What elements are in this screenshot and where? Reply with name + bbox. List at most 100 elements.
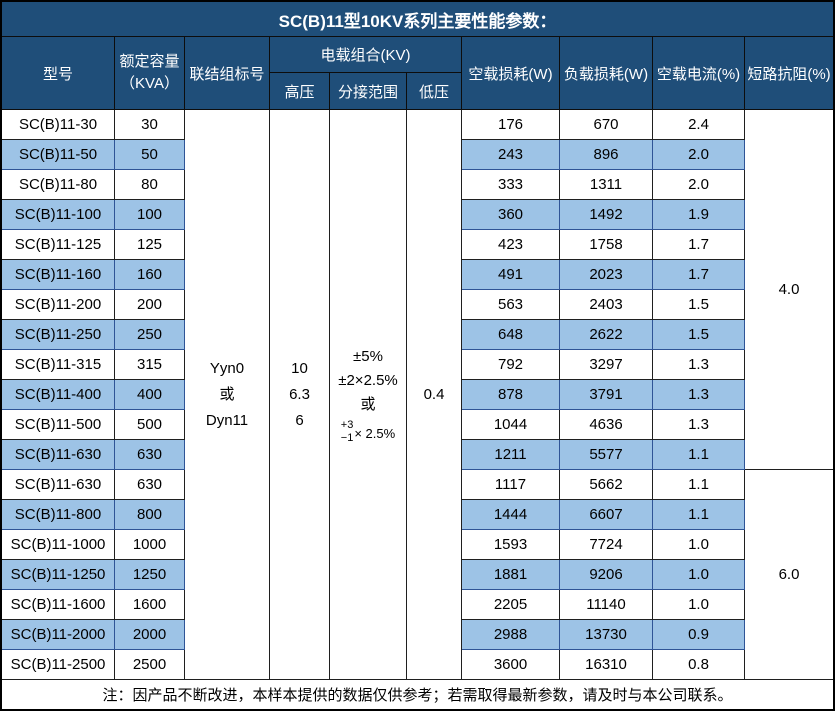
cell-model: SC(B)11-1600 — [2, 590, 115, 620]
cell-no-load-current: 0.9 — [653, 620, 745, 650]
cell-model: SC(B)11-630 — [2, 440, 115, 470]
cell-no-load-loss: 423 — [462, 230, 560, 260]
cell-model: SC(B)11-30 — [2, 110, 115, 140]
cell-model: SC(B)11-160 — [2, 260, 115, 290]
connection-line: 或 — [219, 385, 235, 403]
impedance-group2-cell: 6.0 — [745, 470, 833, 680]
cell-load-loss: 5662 — [560, 470, 653, 500]
cell-no-load-loss: 360 — [462, 200, 560, 230]
table-title: SC(B)11型10KV系列主要性能参数： — [2, 2, 833, 37]
cell-capacity: 630 — [115, 440, 185, 470]
cell-no-load-loss: 1881 — [462, 560, 560, 590]
cell-capacity: 1600 — [115, 590, 185, 620]
cell-no-load-current: 1.5 — [653, 290, 745, 320]
cell-capacity: 800 — [115, 500, 185, 530]
cell-capacity: 125 — [115, 230, 185, 260]
header-no-load-current: 空载电流(%) — [653, 37, 745, 110]
tap-fraction: +3 −1 × 2.5% — [341, 419, 395, 445]
cell-no-load-current: 1.0 — [653, 590, 745, 620]
header-load-loss: 负载损耗(W) — [560, 37, 653, 110]
cell-no-load-current: 1.5 — [653, 320, 745, 350]
cell-model: SC(B)11-200 — [2, 290, 115, 320]
cell-no-load-current: 1.9 — [653, 200, 745, 230]
cell-no-load-current: 0.8 — [653, 650, 745, 680]
cell-model: SC(B)11-400 — [2, 380, 115, 410]
header-no-load-loss: 空载损耗(W) — [462, 37, 560, 110]
cell-capacity: 500 — [115, 410, 185, 440]
tap-fraction-suffix: × 2.5% — [354, 426, 396, 441]
cell-load-loss: 1758 — [560, 230, 653, 260]
header-hv: 高压 — [270, 73, 330, 110]
cell-capacity: 80 — [115, 170, 185, 200]
tap-line: ±5% — [353, 347, 383, 365]
cell-no-load-current: 2.0 — [653, 140, 745, 170]
tap-fraction-top: +3 — [340, 418, 354, 431]
header-model: 型号 — [2, 37, 115, 110]
cell-model: SC(B)11-500 — [2, 410, 115, 440]
cell-no-load-current: 2.4 — [653, 110, 745, 140]
cell-no-load-current: 1.3 — [653, 380, 745, 410]
cell-no-load-loss: 243 — [462, 140, 560, 170]
cell-load-loss: 16310 — [560, 650, 653, 680]
cell-no-load-current: 1.1 — [653, 500, 745, 530]
cell-no-load-current: 1.7 — [653, 260, 745, 290]
connection-line: Dyn11 — [205, 411, 249, 429]
cell-model: SC(B)11-125 — [2, 230, 115, 260]
cell-capacity: 200 — [115, 290, 185, 320]
cell-no-load-loss: 2988 — [462, 620, 560, 650]
cell-no-load-loss: 3600 — [462, 650, 560, 680]
cell-load-loss: 3791 — [560, 380, 653, 410]
connection-line: Yyn0 — [209, 359, 245, 377]
hv-line: 6.3 — [289, 385, 310, 403]
cell-no-load-current: 1.0 — [653, 530, 745, 560]
cell-load-loss: 2023 — [560, 260, 653, 290]
cell-model: SC(B)11-315 — [2, 350, 115, 380]
cell-no-load-current: 1.3 — [653, 410, 745, 440]
cell-model: SC(B)11-630 — [2, 470, 115, 500]
cell-model: SC(B)11-2000 — [2, 620, 115, 650]
header-capacity: 额定容量 （KVA） — [115, 37, 185, 110]
tap-range-merged-cell: ±5% ±2×2.5% 或 +3 −1 × 2.5% — [330, 110, 407, 680]
cell-no-load-loss: 1211 — [462, 440, 560, 470]
cell-no-load-current: 1.1 — [653, 470, 745, 500]
cell-capacity: 2000 — [115, 620, 185, 650]
cell-load-loss: 1311 — [560, 170, 653, 200]
cell-no-load-current: 1.7 — [653, 230, 745, 260]
cell-no-load-current: 1.0 — [653, 560, 745, 590]
cell-no-load-loss: 1044 — [462, 410, 560, 440]
cell-load-loss: 6607 — [560, 500, 653, 530]
cell-capacity: 630 — [115, 470, 185, 500]
hv-merged-cell: 10 6.3 6 — [270, 110, 330, 680]
cell-no-load-loss: 1593 — [462, 530, 560, 560]
cell-load-loss: 1492 — [560, 200, 653, 230]
header-lv: 低压 — [407, 73, 462, 110]
cell-model: SC(B)11-800 — [2, 500, 115, 530]
cell-capacity: 100 — [115, 200, 185, 230]
cell-capacity: 1000 — [115, 530, 185, 560]
header-voltage-group: 电载组合(KV) — [270, 37, 462, 73]
cell-model: SC(B)11-1000 — [2, 530, 115, 560]
footer-note: 注：因产品不断改进，本样本提供的数据仅供参考；若需取得最新参数，请及时与本公司联… — [2, 680, 833, 709]
cell-load-loss: 2622 — [560, 320, 653, 350]
cell-load-loss: 670 — [560, 110, 653, 140]
cell-no-load-loss: 2205 — [462, 590, 560, 620]
tap-line: ±2×2.5% — [338, 371, 398, 389]
cell-model: SC(B)11-250 — [2, 320, 115, 350]
cell-no-load-current: 2.0 — [653, 170, 745, 200]
cell-model: SC(B)11-80 — [2, 170, 115, 200]
hv-line: 6 — [295, 411, 304, 429]
cell-no-load-loss: 648 — [462, 320, 560, 350]
cell-capacity: 50 — [115, 140, 185, 170]
cell-load-loss: 13730 — [560, 620, 653, 650]
cell-capacity: 1250 — [115, 560, 185, 590]
cell-no-load-current: 1.3 — [653, 350, 745, 380]
cell-load-loss: 7724 — [560, 530, 653, 560]
tap-line: 或 — [360, 395, 376, 413]
header-tap-range: 分接范围 — [330, 73, 407, 110]
cell-no-load-loss: 563 — [462, 290, 560, 320]
cell-capacity: 160 — [115, 260, 185, 290]
cell-model: SC(B)11-2500 — [2, 650, 115, 680]
cell-capacity: 2500 — [115, 650, 185, 680]
lv-merged-cell: 0.4 — [407, 110, 462, 680]
